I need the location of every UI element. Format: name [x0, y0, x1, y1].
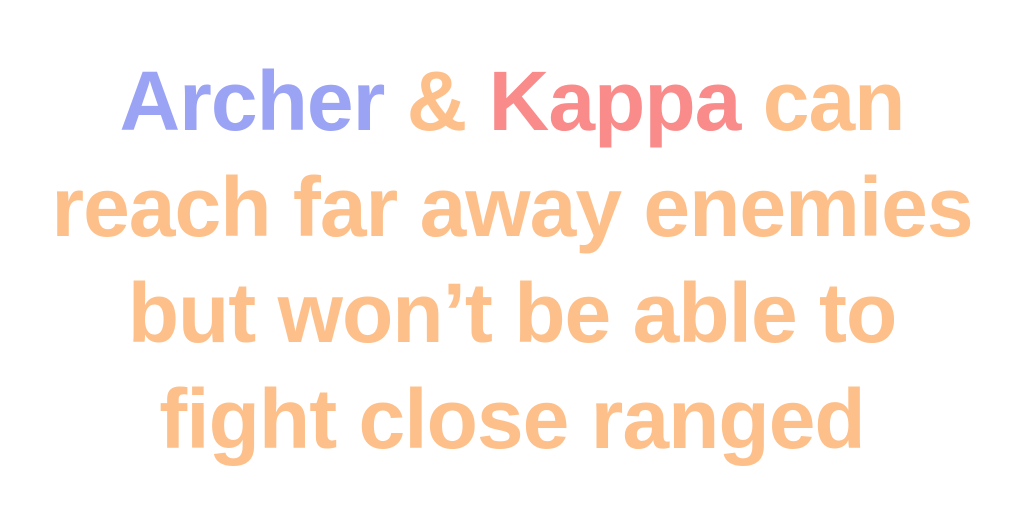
caption-line-2: reach far away enemies	[51, 160, 973, 254]
caption-line-3: but won’t be able to	[127, 266, 898, 360]
caption-line-4: fight close ranged	[159, 372, 865, 466]
archer-name: Archer	[119, 54, 386, 148]
kappa-name: Kappa	[488, 54, 742, 148]
caption-line-1-rest: can	[762, 54, 906, 148]
caption-text: Archer & Kappa can reach far away enemie…	[0, 48, 1024, 472]
caption-line-1: Archer & Kappa can	[0, 48, 1024, 154]
ampersand: &	[406, 54, 468, 148]
